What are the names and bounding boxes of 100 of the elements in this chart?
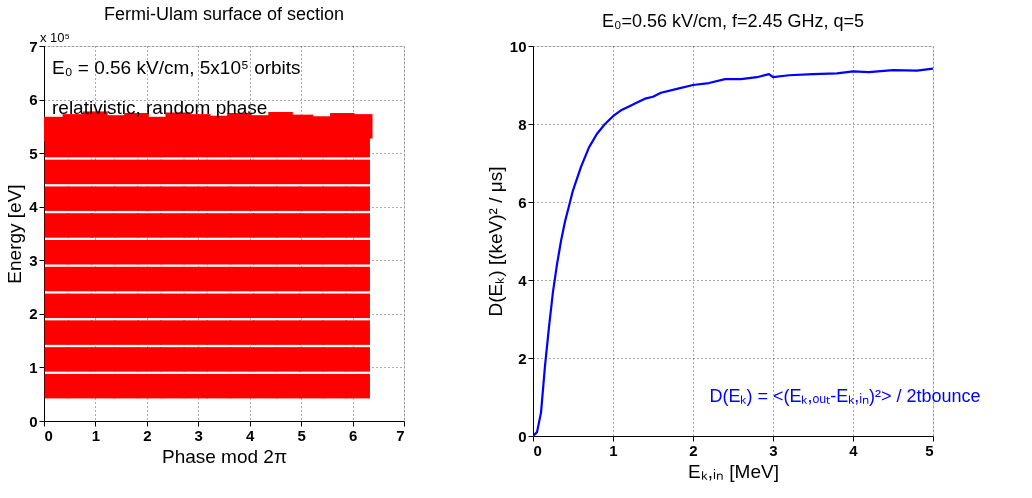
- y-tick-label: 6: [518, 193, 527, 211]
- point: [137, 373, 162, 399]
- point: [137, 266, 162, 292]
- x-tick-label: 5: [925, 441, 934, 459]
- point: [183, 373, 208, 399]
- point: [183, 320, 208, 345]
- point: [67, 240, 93, 265]
- point: [206, 320, 232, 345]
- point: [252, 347, 278, 372]
- point: [67, 347, 93, 372]
- point: [252, 373, 278, 399]
- point: [90, 213, 116, 238]
- point: [137, 347, 162, 372]
- point: [229, 186, 255, 211]
- point: [183, 347, 208, 372]
- point: [322, 213, 347, 238]
- annotation: E₀ = 0.56 kV/cm, 5x10⁵ orbits: [52, 57, 301, 78]
- point: [229, 266, 255, 292]
- chart-title: E₀=0.56 kV/cm, f=2.45 GHz, q=5: [601, 11, 865, 31]
- point: [44, 320, 70, 345]
- y-tick-label: 4: [29, 198, 39, 216]
- x-tick-label: 0: [533, 441, 542, 459]
- point: [160, 347, 185, 372]
- point: [44, 240, 70, 265]
- point: [44, 293, 70, 319]
- point: [276, 213, 301, 238]
- point: [114, 373, 139, 399]
- point: [276, 159, 301, 185]
- point: [345, 293, 370, 319]
- point: [160, 320, 185, 345]
- point: [229, 240, 255, 265]
- point: [206, 347, 232, 372]
- x-axis-title: Eₖ,ᵢₙ [MeV]: [688, 460, 779, 482]
- x-tick-label: 4: [246, 426, 256, 444]
- point: [276, 266, 301, 292]
- y-tick-label: 3: [29, 251, 38, 269]
- point: [114, 347, 139, 372]
- point: [322, 347, 347, 372]
- x-tick-label: 3: [769, 441, 778, 459]
- point: [114, 266, 139, 292]
- x-tick-label: 1: [91, 426, 101, 444]
- point: [322, 186, 347, 211]
- point: [44, 347, 70, 372]
- point: [137, 293, 162, 319]
- point: [160, 159, 185, 185]
- point: [67, 213, 93, 238]
- point: [229, 347, 255, 372]
- y-tick-label: 2: [518, 349, 527, 367]
- point: [229, 293, 255, 319]
- x-tick-label: 1: [609, 441, 618, 459]
- point: [322, 266, 347, 292]
- point: [67, 320, 93, 345]
- point: [206, 213, 232, 238]
- point: [137, 213, 162, 238]
- point: [345, 159, 370, 185]
- point: [299, 347, 324, 372]
- point: [183, 240, 208, 265]
- text: x 10⁵: [40, 30, 70, 45]
- point: [322, 320, 347, 345]
- point: [160, 213, 185, 238]
- x-tick-label: 7: [396, 426, 405, 444]
- point: [299, 266, 324, 292]
- point: [114, 186, 139, 211]
- point: [183, 266, 208, 292]
- point: [137, 320, 162, 345]
- point: [160, 266, 185, 292]
- y-tick-label: 0: [29, 412, 38, 430]
- point: [44, 159, 70, 185]
- x-tick-label: 2: [143, 426, 152, 444]
- point: [206, 240, 232, 265]
- point: [90, 347, 116, 372]
- point: [299, 186, 324, 211]
- point: [183, 159, 208, 185]
- point: [252, 320, 278, 345]
- point: [252, 159, 278, 185]
- y-tick-label: 6: [29, 91, 38, 109]
- x-tick-label: 2: [689, 441, 698, 459]
- point: [276, 347, 301, 372]
- point: [206, 159, 232, 185]
- point: [206, 266, 232, 292]
- x-tick-label: 0: [44, 426, 53, 444]
- point: [160, 240, 185, 265]
- point: [322, 373, 347, 399]
- point: [183, 186, 208, 211]
- point: [252, 293, 278, 319]
- y-tick-label: 7: [29, 37, 38, 55]
- point: [276, 186, 301, 211]
- point: [229, 213, 255, 238]
- point: [252, 186, 278, 211]
- y-tick-label: 8: [518, 115, 527, 133]
- point: [322, 293, 347, 319]
- point: [90, 240, 116, 265]
- point: [229, 373, 255, 399]
- point: [276, 320, 301, 345]
- point: [345, 186, 370, 211]
- point: [345, 213, 370, 238]
- point: [206, 373, 232, 399]
- x-tick-label: 5: [297, 426, 306, 444]
- point: [67, 293, 93, 319]
- point: [160, 186, 185, 211]
